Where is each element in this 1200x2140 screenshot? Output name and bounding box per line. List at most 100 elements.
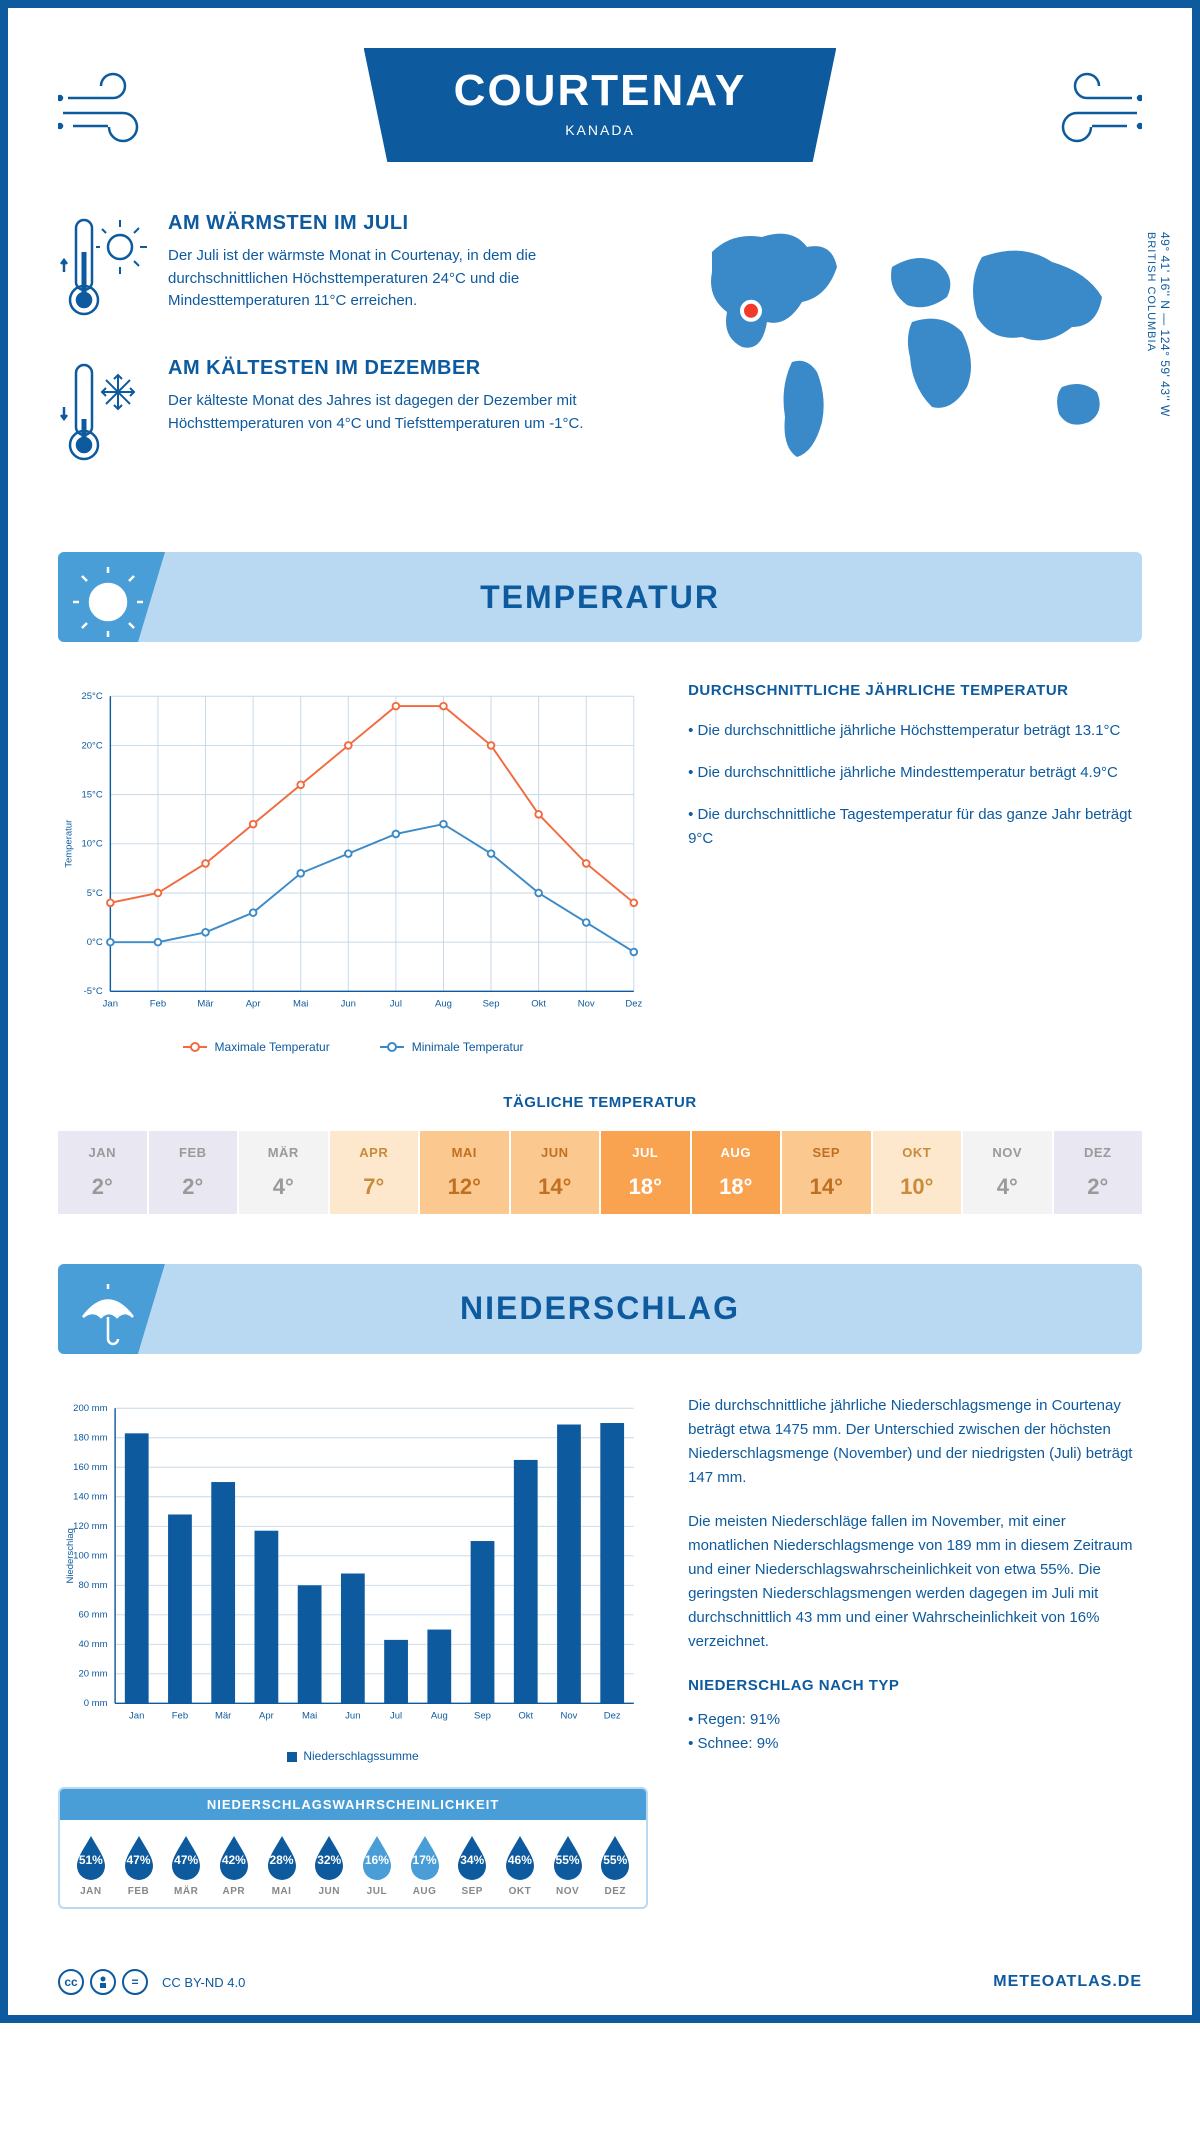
svg-text:-5°C: -5°C [84, 986, 103, 997]
svg-text:Jul: Jul [390, 1710, 402, 1721]
probability-cell: 55% DEZ [592, 1834, 638, 1897]
drop-icon: 55% [550, 1834, 586, 1880]
sun-icon [58, 552, 168, 642]
probability-cell: 55% NOV [545, 1834, 591, 1897]
svg-text:Okt: Okt [531, 999, 546, 1010]
svg-text:Dez: Dez [625, 999, 642, 1010]
svg-text:Jan: Jan [103, 999, 118, 1010]
daily-temp-cell: JAN2° [58, 1131, 147, 1214]
svg-text:Nov: Nov [578, 999, 595, 1010]
header: COURTENAY KANADA [58, 48, 1142, 162]
daily-temp-cell: JUL18° [601, 1131, 690, 1214]
drop-icon: 55% [597, 1834, 633, 1880]
svg-text:Mai: Mai [293, 999, 308, 1010]
bar-chart-legend: Niederschlagssumme [58, 1749, 648, 1763]
info-bullet: • Die durchschnittliche jährliche Mindes… [688, 761, 1142, 785]
daily-temp-cell: NOV4° [963, 1131, 1052, 1214]
svg-text:140 mm: 140 mm [73, 1491, 107, 1502]
daily-temp-cell: MÄR4° [239, 1131, 328, 1214]
daily-temp-cell: SEP14° [782, 1131, 871, 1214]
thermometer-snow-icon [58, 357, 148, 472]
svg-text:Aug: Aug [435, 999, 452, 1010]
drop-icon: 42% [216, 1834, 252, 1880]
svg-text:60 mm: 60 mm [78, 1609, 107, 1620]
location-marker-icon [742, 302, 760, 320]
svg-text:0 mm: 0 mm [84, 1698, 108, 1709]
svg-text:Mai: Mai [302, 1710, 317, 1721]
svg-text:Jun: Jun [341, 999, 356, 1010]
fact-coldest: AM KÄLTESTEN IM DEZEMBER Der kälteste Mo… [58, 357, 642, 472]
temperature-info: DURCHSCHNITTLICHE JÄHRLICHE TEMPERATUR •… [688, 682, 1142, 1054]
svg-text:120 mm: 120 mm [73, 1521, 107, 1532]
precip-type-title: NIEDERSCHLAG NACH TYP [688, 1674, 1142, 1698]
drop-icon: 34% [454, 1834, 490, 1880]
country-name: KANADA [454, 122, 747, 138]
svg-text:Mär: Mär [215, 1710, 231, 1721]
info-bullet: • Die durchschnittliche jährliche Höchst… [688, 719, 1142, 743]
world-map-icon [682, 212, 1142, 472]
daily-temp-cell: DEZ2° [1054, 1131, 1143, 1214]
daily-temperature-grid: JAN2°FEB2°MÄR4°APR7°MAI12°JUN14°JUL18°AU… [58, 1131, 1142, 1214]
license: cc = CC BY-ND 4.0 [58, 1969, 245, 1995]
by-icon [90, 1969, 116, 1995]
drop-icon: 32% [311, 1834, 347, 1880]
umbrella-icon [58, 1264, 168, 1354]
daily-temp-cell: MAI12° [420, 1131, 509, 1214]
svg-text:Jan: Jan [129, 1710, 144, 1721]
section-title: TEMPERATUR [58, 579, 1142, 616]
svg-text:40 mm: 40 mm [78, 1639, 107, 1650]
fact-text: Der Juli ist der wärmste Monat in Courte… [168, 245, 642, 313]
precipitation-charts: 0 mm20 mm40 mm60 mm80 mm100 mm120 mm140 … [58, 1394, 648, 1910]
coordinates-label: 49° 41' 16'' N — 124° 59' 43'' W BRITISH… [1144, 232, 1172, 417]
daily-temp-title: TÄGLICHE TEMPERATUR [58, 1094, 1142, 1111]
svg-text:5°C: 5°C [87, 888, 103, 899]
svg-text:0°C: 0°C [87, 937, 103, 948]
drop-icon: 51% [73, 1834, 109, 1880]
temperature-section: -5°C0°C5°C10°C15°C20°C25°CJanFebMärAprMa… [58, 682, 1142, 1054]
fact-title: AM WÄRMSTEN IM JULI [168, 212, 642, 235]
precipitation-info: Die durchschnittliche jährliche Niedersc… [688, 1394, 1142, 1910]
svg-text:Okt: Okt [518, 1710, 533, 1721]
daily-temp-cell: JUN14° [511, 1131, 600, 1214]
license-text: CC BY-ND 4.0 [162, 1975, 245, 1990]
thermometer-sun-icon [58, 212, 148, 327]
svg-text:Apr: Apr [246, 999, 261, 1010]
drop-icon: 17% [407, 1834, 443, 1880]
title-banner: COURTENAY KANADA [364, 48, 837, 162]
drop-icon: 47% [168, 1834, 204, 1880]
svg-text:80 mm: 80 mm [78, 1580, 107, 1591]
precipitation-section: 0 mm20 mm40 mm60 mm80 mm100 mm120 mm140 … [58, 1394, 1142, 1910]
section-header-precipitation: NIEDERSCHLAG [58, 1264, 1142, 1354]
info-bullet: • Die durchschnittliche Tagestemperatur … [688, 803, 1142, 851]
city-name: COURTENAY [454, 66, 747, 116]
infographic-frame: COURTENAY KANADA [0, 0, 1200, 2023]
svg-text:180 mm: 180 mm [73, 1432, 107, 1443]
probability-box: NIEDERSCHLAGSWAHRSCHEINLICHKEIT 51% JAN … [58, 1787, 648, 1909]
daily-temp-cell: OKT10° [873, 1131, 962, 1214]
fact-title: AM KÄLTESTEN IM DEZEMBER [168, 357, 642, 380]
info-title: DURCHSCHNITTLICHE JÄHRLICHE TEMPERATUR [688, 682, 1142, 699]
probability-cell: 32% JUN [306, 1834, 352, 1897]
svg-text:Niederschlag: Niederschlag [65, 1528, 76, 1583]
svg-text:200 mm: 200 mm [73, 1403, 107, 1414]
svg-text:Temperatur: Temperatur [63, 820, 74, 868]
wind-icon [1032, 68, 1142, 153]
probability-cell: 28% MAI [259, 1834, 305, 1897]
precipitation-bar-chart: 0 mm20 mm40 mm60 mm80 mm100 mm120 mm140 … [58, 1394, 648, 1737]
wind-icon [58, 68, 168, 153]
site-name: METEOATLAS.DE [993, 1973, 1142, 1991]
svg-text:Mär: Mär [197, 999, 213, 1010]
daily-temp-cell: APR7° [330, 1131, 419, 1214]
svg-text:Dez: Dez [604, 1710, 621, 1721]
precip-paragraph: Die meisten Niederschläge fallen im Nove… [688, 1510, 1142, 1654]
probability-cell: 16% JUL [354, 1834, 400, 1897]
probability-cell: 51% JAN [68, 1834, 114, 1897]
svg-text:Sep: Sep [483, 999, 500, 1010]
svg-text:Feb: Feb [172, 1710, 188, 1721]
facts-column: AM WÄRMSTEN IM JULI Der Juli ist der wär… [58, 212, 642, 502]
probability-cell: 42% APR [211, 1834, 257, 1897]
svg-text:Feb: Feb [150, 999, 166, 1010]
probability-cell: 34% SEP [449, 1834, 495, 1897]
svg-text:20 mm: 20 mm [78, 1668, 107, 1679]
probability-cell: 46% OKT [497, 1834, 543, 1897]
